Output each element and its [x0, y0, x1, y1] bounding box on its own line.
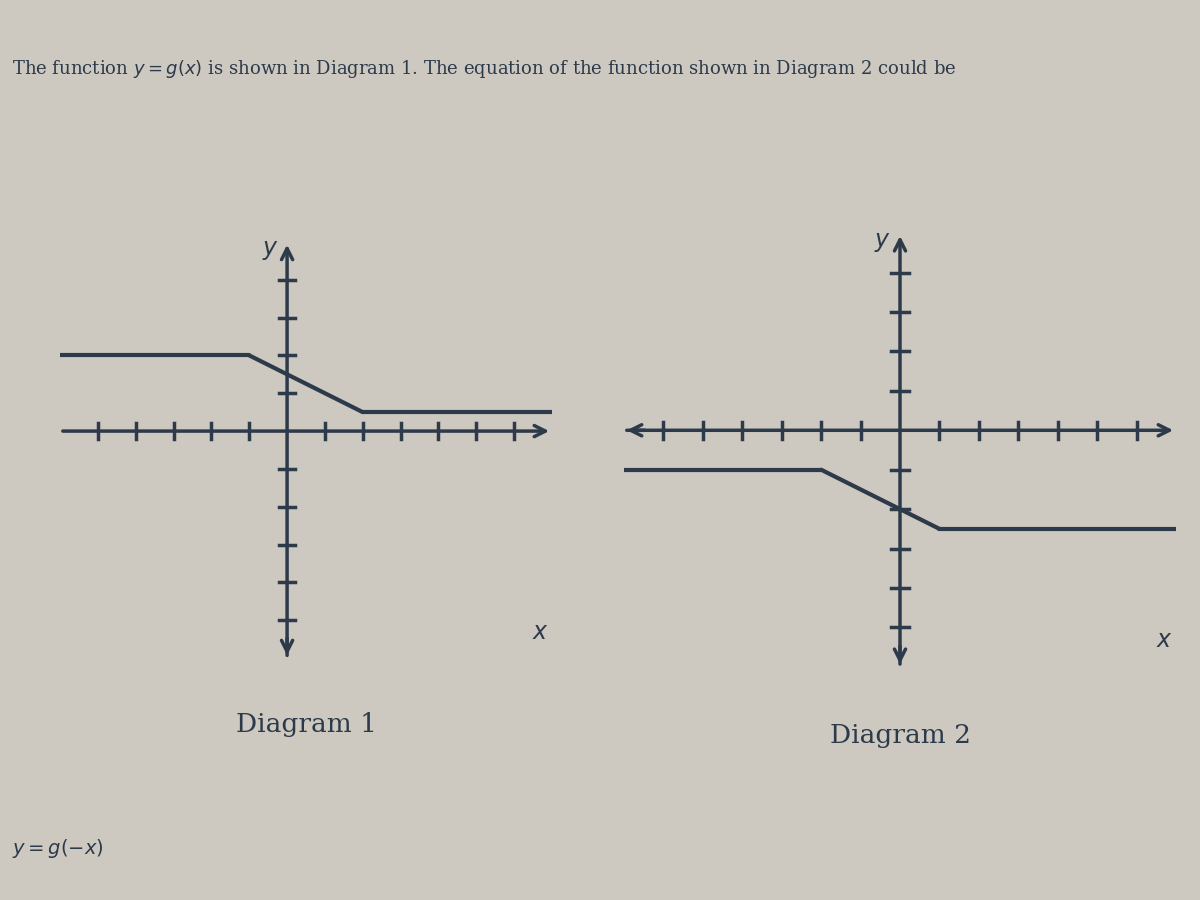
Text: $y = g(-x)$: $y = g(-x)$: [12, 837, 103, 860]
Text: $x$: $x$: [1156, 629, 1172, 652]
Text: $x$: $x$: [533, 621, 550, 644]
Text: $y$: $y$: [262, 239, 278, 262]
Text: The function $y = g(x)$ is shown in Diagram 1. The equation of the function show: The function $y = g(x)$ is shown in Diag…: [12, 58, 956, 80]
Text: Diagram 2: Diagram 2: [829, 724, 971, 748]
Text: $y$: $y$: [874, 231, 890, 254]
Text: Diagram 1: Diagram 1: [235, 712, 377, 737]
